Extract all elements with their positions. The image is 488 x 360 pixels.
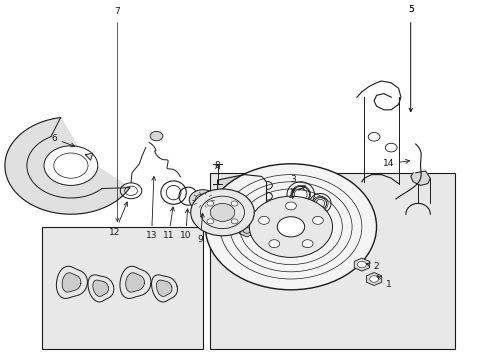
Circle shape <box>210 203 234 221</box>
Text: 10: 10 <box>180 209 191 240</box>
Polygon shape <box>5 118 129 214</box>
Circle shape <box>205 164 376 290</box>
Text: 11: 11 <box>163 207 174 240</box>
Circle shape <box>277 217 304 237</box>
Polygon shape <box>125 273 144 292</box>
Circle shape <box>285 202 296 210</box>
Polygon shape <box>85 153 93 160</box>
Circle shape <box>206 201 213 206</box>
Polygon shape <box>410 171 429 185</box>
Circle shape <box>312 216 323 224</box>
Polygon shape <box>93 280 108 296</box>
Circle shape <box>367 132 379 141</box>
Circle shape <box>369 276 378 282</box>
Polygon shape <box>62 273 81 292</box>
Text: 1: 1 <box>376 276 391 289</box>
Circle shape <box>231 201 238 206</box>
Circle shape <box>206 219 213 224</box>
Text: 7: 7 <box>114 7 120 16</box>
Text: 9: 9 <box>197 213 204 244</box>
Text: 5: 5 <box>407 5 413 14</box>
Circle shape <box>302 240 312 248</box>
Circle shape <box>249 196 332 257</box>
Text: 6: 6 <box>51 134 75 147</box>
Circle shape <box>268 240 279 248</box>
Circle shape <box>357 261 366 268</box>
Text: 3: 3 <box>290 175 296 193</box>
Text: 5: 5 <box>407 5 413 14</box>
Text: 2: 2 <box>366 262 379 271</box>
Polygon shape <box>217 175 266 223</box>
Bar <box>210 173 454 349</box>
Polygon shape <box>156 280 172 296</box>
Text: 12: 12 <box>109 202 127 237</box>
Circle shape <box>150 131 163 141</box>
Circle shape <box>385 143 396 152</box>
Circle shape <box>231 219 238 224</box>
Circle shape <box>44 146 98 185</box>
Circle shape <box>189 190 216 210</box>
Circle shape <box>258 216 269 224</box>
Circle shape <box>195 194 210 206</box>
Circle shape <box>190 189 254 236</box>
Text: 4: 4 <box>287 186 305 201</box>
Text: 8: 8 <box>214 161 220 170</box>
Bar <box>41 227 203 349</box>
Text: 13: 13 <box>145 176 157 240</box>
Text: 14: 14 <box>382 159 408 168</box>
